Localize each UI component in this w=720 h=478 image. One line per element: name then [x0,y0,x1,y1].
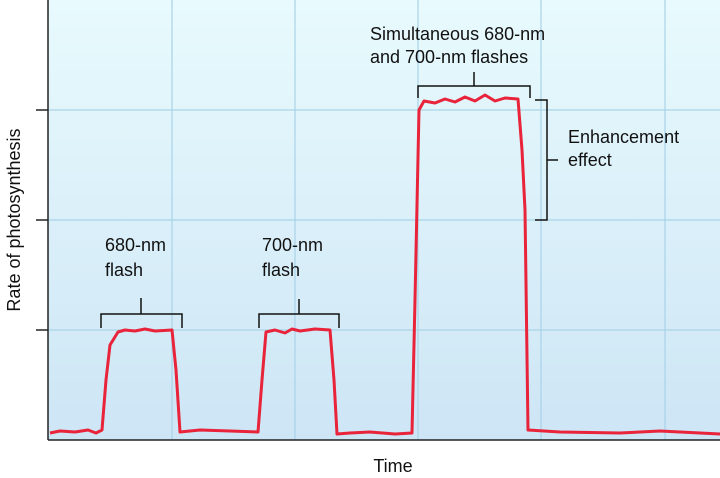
annotation: Simultaneous 680-nm [370,24,545,44]
annotation: Enhancement [568,127,679,147]
annotation: 680-nm [105,235,166,255]
annotation: and 700-nm flashes [370,47,528,67]
brackets [100,72,558,328]
annotation: effect [568,150,612,170]
annotation: flash [105,260,143,280]
x-axis-label: Time [373,456,412,476]
rate-curve [49,93,720,436]
axes [36,0,720,441]
annotation: flash [262,260,300,280]
annotation: 700-nm [262,235,323,255]
y-axis-label: Rate of photosynthesis [4,128,24,311]
